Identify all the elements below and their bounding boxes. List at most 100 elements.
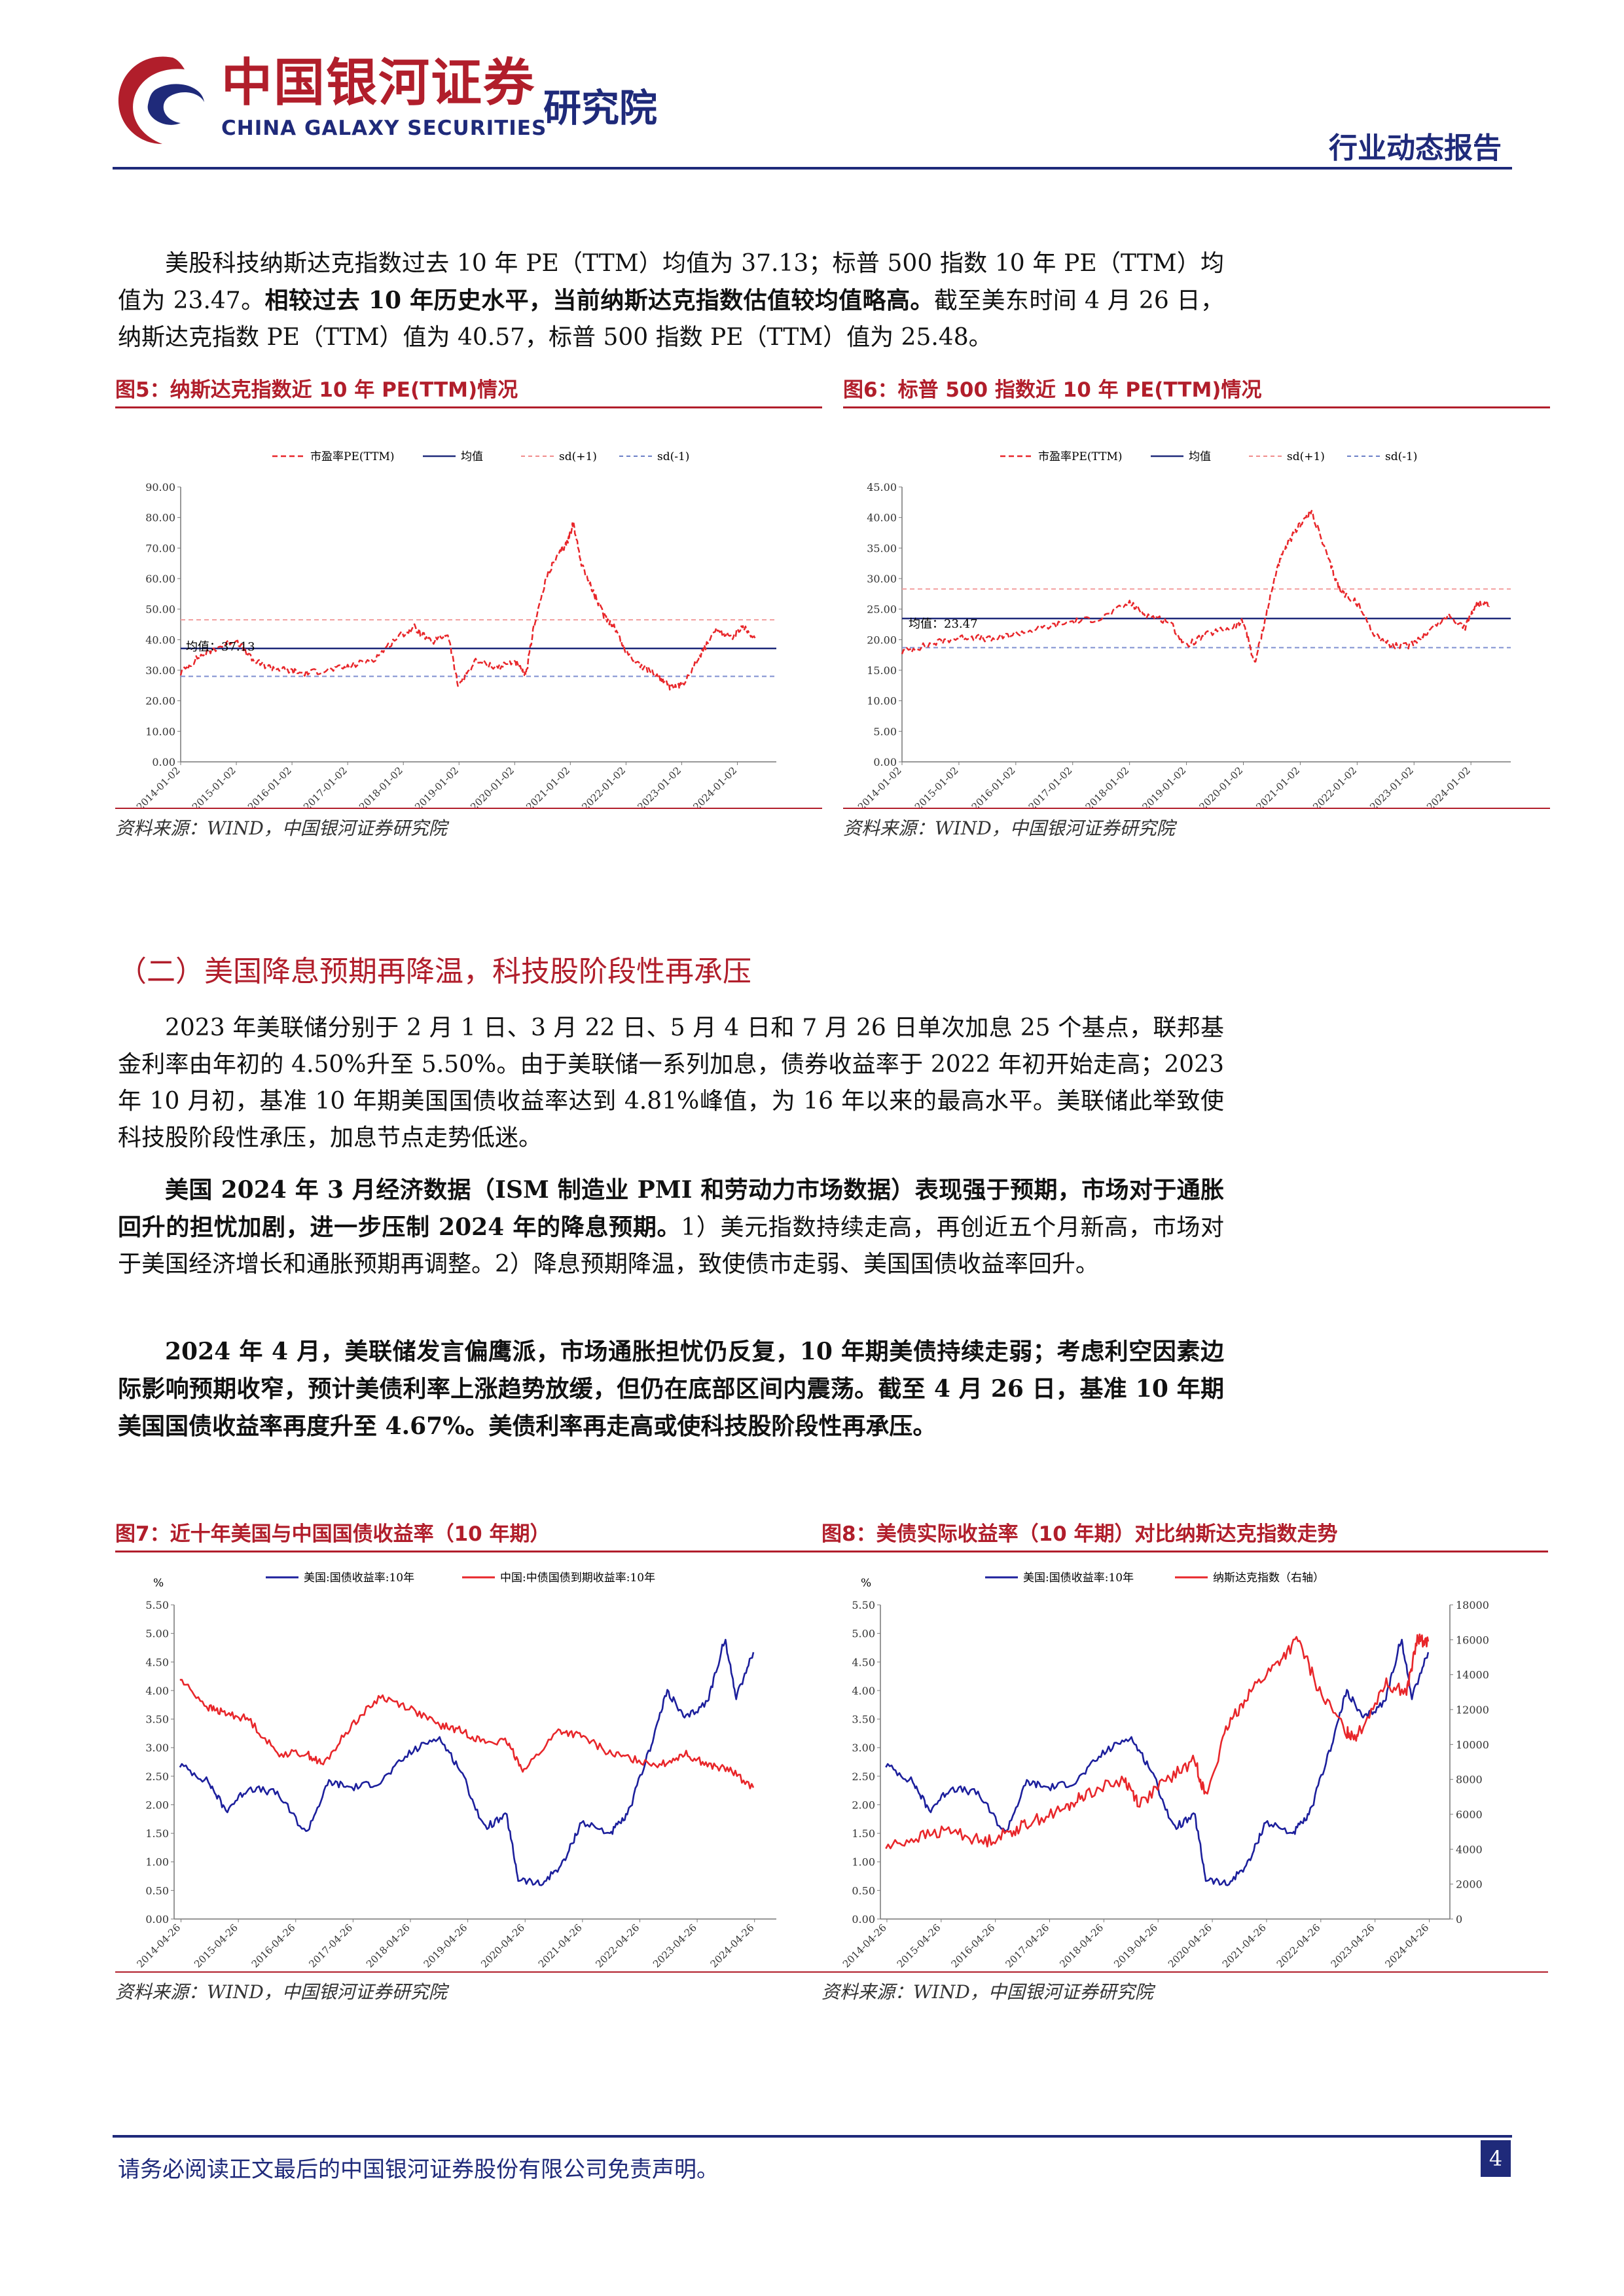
brand-en: CHINA GALAXY SECURITIES [221,117,547,140]
x-tick-label: 2017-04-26 [1003,1922,1051,1970]
mean-annotation: 均值：37.13 [186,640,255,654]
x-tick-label: 2022-01-02 [579,764,628,808]
x-tick-label: 2021-01-02 [1254,764,1302,808]
x-tick-label: 2021-04-26 [1220,1922,1269,1970]
y-tick-label: 1.50 [145,1827,169,1840]
x-tick-label: 2015-04-26 [192,1922,240,1970]
x-tick-label: 2014-04-26 [840,1922,889,1970]
series-line-1 [885,1633,1430,1850]
x-tick-label: 2015-01-02 [190,764,238,808]
legend: 市盈率PE(TTM) 均值 sd(+1) sd(-1) [1000,450,1417,463]
page-number: 4 [1481,2140,1511,2177]
x-tick-label: 2021-01-02 [524,764,572,808]
x-tick-label: 2022-04-26 [1274,1922,1323,1970]
y-tick-label: 50.00 [145,603,175,616]
figure-7-chart: 美国:国债收益率:10年 中国:中债国债到期收益率:10年 % 0.00 0.50… [134,1571,776,1970]
x-tick-label: 2018-04-26 [364,1922,412,1970]
x-tick-label: 2018-01-02 [1083,764,1132,808]
y-tick-label: 2.50 [145,1770,169,1783]
y-tick-label: 90.00 [145,481,175,493]
y-tick-label: 0.00 [873,756,897,768]
y-tick-label: 0.00 [152,756,175,768]
x-tick-label: 2019-04-26 [422,1922,470,1970]
y-tick-label: 1.00 [145,1856,169,1869]
footer-disclaimer: 请务必阅读正文最后的中国银河证券股份有限公司免责声明。 [118,2157,719,2183]
x-tick-label: 2022-04-26 [593,1922,641,1970]
paragraph-1: 2023 年美联储分别于 2 月 1 日、3 月 22 日、5 月 4 日和 7… [118,1014,1224,1151]
y2-tick-label: 12000 [1456,1704,1489,1716]
figure-5: 图5：纳斯达克指数近 10 年 PE(TTM)情况 市盈率PE(TTM) 均值 … [115,373,822,851]
y-tick-label: 0.00 [145,1913,169,1926]
x-tick-label: 2014-01-02 [856,764,904,808]
y-tick-label: 3.50 [852,1713,875,1726]
brand-cn: 中国银河证券 [221,54,536,113]
figure-6-chart: 市盈率PE(TTM) 均值 sd(+1) sd(-1) 0.00 5.00 10.0… [856,450,1511,808]
y-tick-label: 10.00 [145,725,175,738]
series-line-0 [179,522,756,691]
legend-sd-plus: sd(+1) [559,450,597,463]
figure-7: 图7：近十年美国与中国国债收益率（10 年期） 美国:国债收益率:10年 中国:… [115,1517,822,2015]
figure-5-chart: 市盈率PE(TTM) 均值 sd(+1) sd(-1) 0.00 10.00 20.… [134,450,776,808]
intro-text-1: 美股科技纳斯达克指数过去 10 年 PE（TTM）均值为 37.13；标普 50… [118,250,1224,314]
figure-8-title: 图8：美债实际收益率（10 年期）对比纳斯达克指数走势 [821,1522,1338,1546]
x-tick-label: 2019-01-02 [412,764,461,808]
y-tick-label: 5.00 [145,1628,169,1640]
intro-paragraph: 美股科技纳斯达克指数过去 10 年 PE（TTM）均值为 37.13；标普 50… [118,245,1224,356]
y2-tick-label: 18000 [1456,1599,1489,1611]
figure-7-source: 资料来源：WIND，中国银河证券研究院 [115,1981,447,2003]
y-tick-label: 5.00 [873,725,897,738]
y-tick-label: 0.00 [852,1913,875,1926]
y2-tick-label: 6000 [1456,1808,1483,1821]
series-line-0 [901,510,1490,663]
legend-us: 美国:国债收益率:10年 [1023,1571,1134,1585]
figure-7-title-rule [115,1551,822,1552]
paragraph-2: 美国 2024 年 3 月经济数据（ISM 制造业 PMI 和劳动力市场数据）表… [118,1172,1224,1283]
institute-name: 研究院 [543,86,658,130]
x-tick-label: 2024-04-26 [708,1922,757,1970]
x-tick-label: 2019-01-02 [1140,764,1189,808]
y-tick-label: 30.00 [145,664,175,677]
figure-6-source: 资料来源：WIND，中国银河证券研究院 [843,817,1175,839]
legend-sd-plus: sd(+1) [1287,450,1325,463]
x-tick-label: 2015-01-02 [912,764,961,808]
legend-nasdaq: 纳斯达克指数（右轴） [1213,1571,1324,1585]
x-tick-label: 2016-01-02 [969,764,1018,808]
x-tick-label: 2020-04-26 [1166,1922,1214,1970]
y-tick-label: 2.00 [852,1799,875,1811]
legend-sd-minus: sd(-1) [657,450,689,463]
figure-5-source: 资料来源：WIND，中国银河证券研究院 [115,817,447,839]
y-unit: % [153,1577,164,1590]
y-tick-label: 25.00 [867,603,897,616]
paragraph-3-bold: 2024 年 4 月，美联储发言偏鹰派，市场通胀担忧仍反复，10 年期美债持续走… [118,1338,1224,1440]
x-tick-label: 2016-04-26 [249,1922,298,1970]
x-tick-label: 2015-04-26 [895,1922,943,1970]
y-tick-label: 1.00 [852,1856,875,1869]
legend-us: 美国:国债收益率:10年 [304,1571,414,1585]
y2-tick-label: 10000 [1456,1738,1489,1751]
figure-8: 图8：美债实际收益率（10 年期）对比纳斯达克指数走势 美国:国债收益率:10年… [821,1517,1548,2015]
mean-annotation: 均值：23.47 [909,617,978,631]
legend: 市盈率PE(TTM) 均值 sd(+1) sd(-1) [272,450,689,463]
legend-cn: 中国:中债国债到期收益率:10年 [500,1571,655,1585]
y-tick-label: 45.00 [867,481,897,493]
x-tick-label: 2017-01-02 [301,764,350,808]
y2-tick-label: 14000 [1456,1669,1489,1681]
y-tick-label: 2.50 [852,1770,875,1783]
y-tick-label: 4.50 [852,1656,875,1668]
y2-tick-label: 4000 [1456,1843,1483,1856]
y-tick-label: 0.50 [852,1884,875,1897]
x-tick-label: 2018-04-26 [1057,1922,1106,1970]
figure-8-bottom-rule [821,1971,1548,1973]
x-tick-label: 2024-01-02 [1424,764,1473,808]
y-tick-label: 10.00 [867,695,897,708]
y2-tick-label: 0 [1456,1913,1462,1926]
x-tick-label: 2023-04-26 [1329,1922,1377,1970]
figure-5-bottom-rule [115,808,822,809]
x-tick-label: 2014-01-02 [134,764,183,808]
y2-tick-label: 8000 [1456,1774,1483,1786]
y2-tick-label: 2000 [1456,1878,1483,1891]
y-tick-label: 40.00 [867,512,897,524]
figure-6-bottom-rule [843,808,1550,809]
section-heading: （二）美国降息预期再降温，科技股阶段性再承压 [118,955,751,988]
legend: 美国:国债收益率:10年 纳斯达克指数（右轴） [985,1571,1324,1585]
